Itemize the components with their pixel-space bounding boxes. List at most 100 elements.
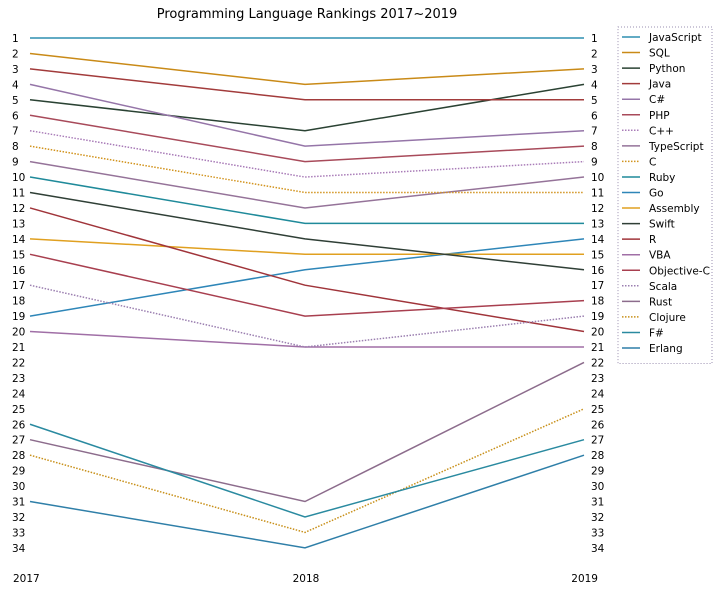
y-tick-right: 2 bbox=[591, 48, 598, 60]
y-tick-left: 17 bbox=[12, 280, 25, 292]
y-tick-right: 18 bbox=[591, 296, 604, 308]
y-tick-right: 20 bbox=[591, 327, 604, 339]
y-tick-right: 12 bbox=[591, 203, 604, 215]
y-tick-right: 1 bbox=[591, 33, 598, 45]
y-tick-right: 8 bbox=[591, 141, 598, 153]
x-tick-label: 2018 bbox=[293, 573, 320, 585]
y-tick-left: 8 bbox=[12, 141, 19, 153]
y-tick-left: 6 bbox=[12, 110, 19, 122]
y-tick-right: 15 bbox=[591, 249, 604, 261]
legend-label: Ruby bbox=[649, 172, 675, 184]
y-tick-left: 2 bbox=[12, 48, 19, 60]
y-tick-left: 11 bbox=[12, 188, 25, 200]
y-tick-right: 34 bbox=[591, 543, 605, 555]
y-tick-left: 28 bbox=[12, 450, 25, 462]
x-tick-label: 2017 bbox=[13, 573, 40, 585]
y-tick-left: 34 bbox=[12, 543, 26, 555]
y-tick-left: 31 bbox=[12, 497, 25, 509]
y-tick-right: 3 bbox=[591, 64, 598, 76]
legend-label: PHP bbox=[649, 110, 670, 122]
y-tick-right: 23 bbox=[591, 373, 604, 385]
y-tick-right: 26 bbox=[591, 419, 605, 431]
y-tick-right: 14 bbox=[591, 234, 605, 246]
series-line-rust bbox=[29, 361, 585, 503]
y-tick-left: 9 bbox=[12, 157, 19, 169]
series-line-sql bbox=[29, 52, 585, 86]
y-tick-right: 32 bbox=[591, 512, 604, 524]
legend-label: C bbox=[649, 156, 656, 168]
legend-label: Objective-C bbox=[649, 265, 710, 277]
series-line-typescript bbox=[29, 160, 585, 209]
y-tick-left: 5 bbox=[12, 95, 19, 107]
legend-label: Rust bbox=[649, 296, 672, 308]
y-tick-right: 33 bbox=[591, 527, 604, 539]
y-tick-right: 7 bbox=[591, 126, 598, 138]
y-tick-left: 14 bbox=[12, 234, 26, 246]
y-tick-right: 29 bbox=[591, 466, 604, 478]
series-line-c- bbox=[29, 129, 585, 178]
legend-label: Go bbox=[649, 188, 664, 200]
y-tick-left: 21 bbox=[12, 342, 25, 354]
y-tick-left: 18 bbox=[12, 296, 25, 308]
y-tick-right: 9 bbox=[591, 157, 598, 169]
y-tick-right: 21 bbox=[591, 342, 604, 354]
legend-label: VBA bbox=[649, 250, 671, 262]
y-tick-right: 6 bbox=[591, 110, 598, 122]
y-tick-left: 33 bbox=[12, 527, 25, 539]
legend-label: Erlang bbox=[649, 343, 683, 355]
y-tick-right: 28 bbox=[591, 450, 604, 462]
legend: JavaScript SQL Python Java C# PHP C++ TypeScrip… bbox=[617, 26, 713, 365]
series-line-go bbox=[29, 238, 585, 317]
y-tick-right: 31 bbox=[591, 497, 604, 509]
y-tick-right: 27 bbox=[591, 435, 604, 447]
series-line-php bbox=[29, 114, 585, 163]
legend-label: Swift bbox=[649, 219, 675, 231]
series-line-python bbox=[29, 83, 585, 132]
y-tick-left: 15 bbox=[12, 249, 25, 261]
y-tick-left: 16 bbox=[12, 265, 26, 277]
y-tick-left: 7 bbox=[12, 126, 19, 138]
x-tick-label: 2019 bbox=[571, 573, 598, 585]
y-tick-right: 17 bbox=[591, 280, 604, 292]
y-tick-left: 25 bbox=[12, 404, 25, 416]
y-tick-right: 19 bbox=[591, 311, 604, 323]
legend-label: R bbox=[649, 234, 656, 246]
legend-label: Scala bbox=[649, 281, 677, 293]
series-line-java bbox=[29, 68, 584, 101]
legend-label: Python bbox=[649, 63, 685, 75]
y-tick-left: 12 bbox=[12, 203, 25, 215]
legend-label: C++ bbox=[649, 125, 674, 137]
y-tick-right: 30 bbox=[591, 481, 604, 493]
legend-label: TypeScript bbox=[648, 141, 704, 153]
y-tick-left: 10 bbox=[12, 172, 25, 184]
series-line-c- bbox=[29, 83, 585, 147]
series-line-vba bbox=[29, 330, 584, 348]
legend-label: SQL bbox=[649, 48, 670, 60]
chart-title: Programming Language Rankings 2017~2019 bbox=[157, 7, 458, 22]
y-tick-right: 13 bbox=[591, 218, 604, 230]
y-tick-left: 20 bbox=[12, 327, 25, 339]
y-tick-right: 25 bbox=[591, 404, 604, 416]
legend-label: Clojure bbox=[649, 312, 686, 324]
y-tick-left: 4 bbox=[12, 79, 19, 91]
series-line-r bbox=[29, 207, 585, 333]
legend-label: F# bbox=[649, 327, 664, 339]
y-tick-right: 16 bbox=[591, 265, 605, 277]
series-line-scala bbox=[29, 284, 585, 348]
series-line-clojure bbox=[29, 408, 585, 534]
series-line-swift bbox=[29, 191, 585, 271]
legend-label: C# bbox=[649, 94, 665, 106]
y-tick-left: 24 bbox=[12, 388, 26, 400]
y-tick-right: 22 bbox=[591, 357, 604, 369]
series-line-f- bbox=[29, 423, 585, 518]
y-tick-left: 22 bbox=[12, 357, 25, 369]
series-line-objective-c bbox=[29, 253, 585, 317]
series-line-assembly bbox=[29, 238, 584, 256]
y-tick-right: 5 bbox=[591, 95, 598, 107]
y-tick-left: 1 bbox=[12, 33, 19, 45]
y-tick-left: 29 bbox=[12, 466, 25, 478]
y-tick-right: 24 bbox=[591, 388, 605, 400]
y-tick-left: 30 bbox=[12, 481, 25, 493]
series-line-ruby bbox=[29, 176, 584, 225]
